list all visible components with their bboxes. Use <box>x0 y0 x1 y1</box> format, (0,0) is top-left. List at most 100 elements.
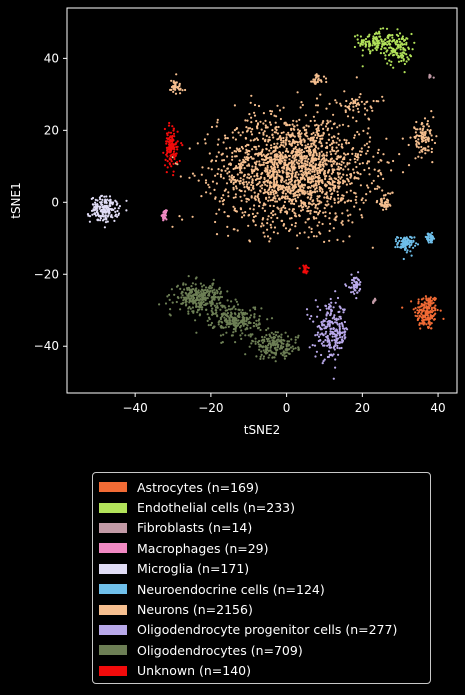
data-point <box>289 346 292 349</box>
data-point <box>332 187 335 191</box>
data-point <box>341 158 345 161</box>
legend-entry: Endothelial cells (n=233) <box>99 497 424 517</box>
data-point <box>442 317 445 320</box>
data-point <box>170 142 173 145</box>
legend-swatch <box>99 502 127 513</box>
data-point <box>268 149 271 152</box>
data-point <box>350 291 353 294</box>
data-point <box>188 301 191 304</box>
data-point <box>340 163 343 166</box>
data-point <box>320 353 323 357</box>
data-point <box>283 200 286 204</box>
data-point <box>245 317 248 321</box>
data-point <box>302 164 305 167</box>
data-point <box>311 156 314 159</box>
data-point <box>272 185 275 188</box>
data-point <box>325 335 328 338</box>
data-point <box>337 197 340 200</box>
data-point <box>101 206 104 209</box>
data-point <box>252 215 256 219</box>
data-point <box>335 321 338 324</box>
data-point <box>217 298 220 301</box>
data-point <box>200 308 204 311</box>
data-point <box>239 168 242 172</box>
data-point <box>354 161 357 164</box>
data-point <box>339 317 342 320</box>
data-point <box>223 211 226 214</box>
data-point <box>248 177 251 180</box>
data-point <box>389 52 392 55</box>
data-point <box>312 158 315 161</box>
data-point <box>301 208 304 211</box>
data-point <box>228 319 231 322</box>
data-point <box>312 184 316 187</box>
data-point <box>254 224 257 227</box>
data-point <box>261 184 264 187</box>
data-point <box>321 134 324 137</box>
data-point <box>266 161 270 164</box>
data-point <box>331 317 334 320</box>
series-5 <box>394 231 436 261</box>
data-point <box>185 292 188 295</box>
data-point <box>165 153 168 156</box>
data-point <box>402 245 405 248</box>
data-point <box>259 151 263 154</box>
data-point <box>251 170 254 173</box>
data-point <box>104 221 108 224</box>
data-point <box>225 182 229 185</box>
data-point <box>99 214 102 218</box>
data-point <box>333 348 336 351</box>
data-point <box>318 153 321 156</box>
data-point <box>332 227 335 230</box>
data-point <box>294 212 297 215</box>
legend-label: Endothelial cells (n=233) <box>137 500 295 516</box>
data-point <box>284 161 287 164</box>
data-point <box>344 105 347 108</box>
data-point <box>95 205 98 208</box>
legend-label: Unknown (n=140) <box>137 663 252 679</box>
y-tick-label: 40 <box>44 51 59 65</box>
data-point <box>373 187 377 190</box>
data-point <box>300 169 303 172</box>
data-point <box>316 111 319 114</box>
legend-swatch <box>99 604 127 615</box>
data-point <box>265 143 268 146</box>
data-point <box>246 119 249 122</box>
data-point <box>372 155 375 158</box>
data-point <box>166 155 169 158</box>
data-point <box>310 133 313 136</box>
data-point <box>202 290 205 294</box>
data-point <box>274 121 277 124</box>
data-point <box>280 219 283 222</box>
data-point <box>263 130 266 133</box>
data-point <box>345 139 348 142</box>
legend-entry: Neurons (n=2156) <box>99 599 424 619</box>
data-point <box>226 299 229 302</box>
data-point <box>283 357 286 360</box>
data-point <box>197 295 201 298</box>
data-point <box>109 198 112 201</box>
data-point <box>415 140 418 143</box>
data-point <box>265 126 269 129</box>
data-point <box>211 289 214 292</box>
data-point <box>286 211 289 214</box>
data-point <box>172 132 176 135</box>
legend-entry: Oligodendrocyte progenitor cells (n=277) <box>99 620 424 640</box>
data-point <box>436 308 439 312</box>
data-point <box>345 174 348 177</box>
data-point <box>314 78 317 81</box>
data-point <box>387 192 390 195</box>
data-point <box>197 291 200 294</box>
data-point <box>264 119 267 122</box>
data-point <box>318 202 321 205</box>
data-point <box>278 185 281 189</box>
data-point <box>293 202 296 206</box>
data-point <box>314 188 317 191</box>
data-point <box>325 330 328 333</box>
data-point <box>278 160 281 163</box>
data-point <box>276 331 279 334</box>
data-point <box>276 104 279 107</box>
data-point <box>318 221 321 224</box>
data-point <box>319 179 322 182</box>
data-point <box>274 331 277 334</box>
